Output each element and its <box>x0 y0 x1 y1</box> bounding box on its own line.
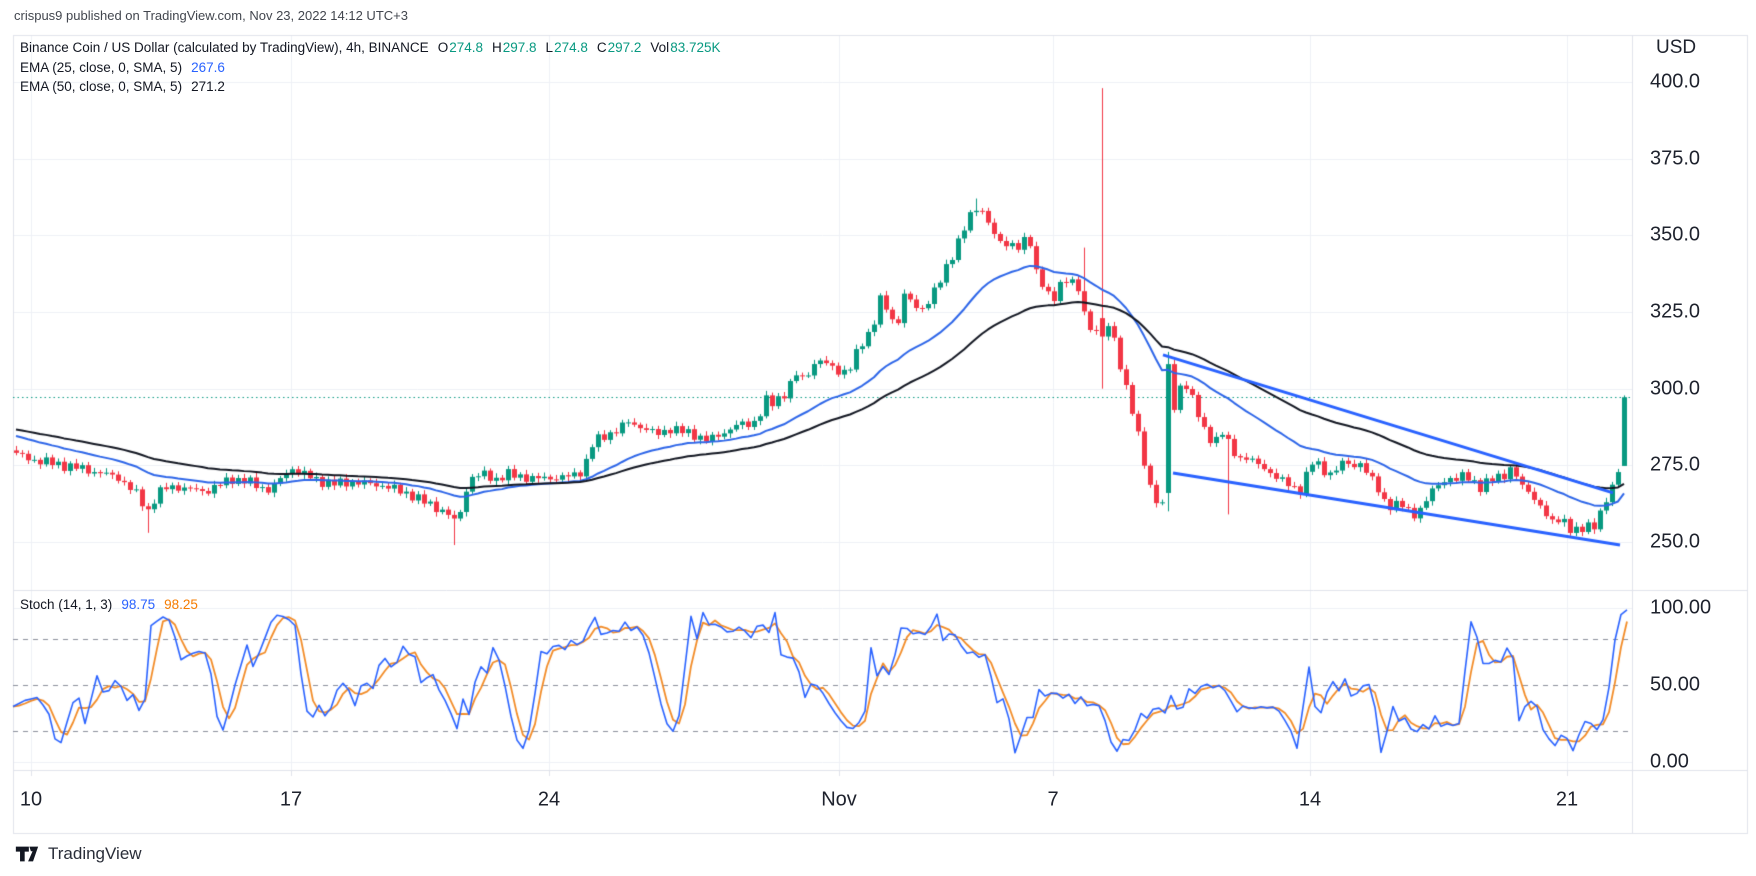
time-axis-label: 21 <box>1555 788 1579 811</box>
ohlcv-item: C 297.2 <box>596 40 642 55</box>
time-axis-label: 10 <box>19 788 43 811</box>
ohlcv-item: O 274.8 <box>437 40 483 55</box>
stoch-axis-label: 50.00 <box>1650 673 1701 696</box>
ohlcv-item: L 274.8 <box>545 40 588 55</box>
ema25-value: 267.6 <box>191 60 225 75</box>
price-axis-label: 300.0 <box>1650 377 1701 400</box>
ema50-label: EMA (50, close, 0, SMA, 5) <box>20 79 183 94</box>
price-axis-label: 325.0 <box>1650 300 1701 323</box>
price-axis-label: 350.0 <box>1650 223 1701 246</box>
time-axis-label: 14 <box>1298 788 1322 811</box>
ohlcv-item: Vol 83.725K <box>650 40 721 55</box>
ema50-value: 271.2 <box>191 79 225 94</box>
stoch-legend: Stoch (14, 1, 3) 98.75 98.25 <box>20 597 198 612</box>
attribution-text: crispus9 published on TradingView.com, N… <box>14 8 408 23</box>
time-axis-label: 7 <box>1047 788 1059 811</box>
symbol-legend: Binance Coin / US Dollar (calculated by … <box>20 40 720 55</box>
stoch-axis-label: 0.00 <box>1650 750 1689 773</box>
stoch-axis-label: 100.00 <box>1650 596 1712 619</box>
price-axis-label: 400.0 <box>1650 70 1701 93</box>
tradingview-logo[interactable]: TradingView <box>14 841 142 867</box>
ohlcv-item: H 297.8 <box>492 40 537 55</box>
tradingview-logo-icon <box>15 846 39 862</box>
ema25-label: EMA (25, close, 0, SMA, 5) <box>20 60 183 75</box>
ohlcv-values: O 274.8 H 297.8 L 274.8 C 297.2 Vol 83.725K <box>438 40 721 55</box>
stoch-d-value: 98.25 <box>164 597 198 612</box>
time-axis-label: 24 <box>537 788 561 811</box>
price-axis-currency: USD <box>1656 37 1697 58</box>
ema25-legend: EMA (25, close, 0, SMA, 5) 267.6 <box>20 60 225 75</box>
price-axis-label: 250.0 <box>1650 530 1701 553</box>
tradingview-logo-text: TradingView <box>48 844 142 863</box>
stoch-label: Stoch (14, 1, 3) <box>20 597 113 612</box>
stoch-k-value: 98.75 <box>121 597 156 612</box>
symbol-title: Binance Coin / US Dollar (calculated by … <box>20 40 429 55</box>
ema50-legend: EMA (50, close, 0, SMA, 5) 271.2 <box>20 79 225 94</box>
price-axis-label: 275.0 <box>1650 453 1701 476</box>
time-axis-label: Nov <box>821 788 857 811</box>
time-axis-label: 17 <box>279 788 303 811</box>
price-axis-label: 375.0 <box>1650 147 1701 170</box>
